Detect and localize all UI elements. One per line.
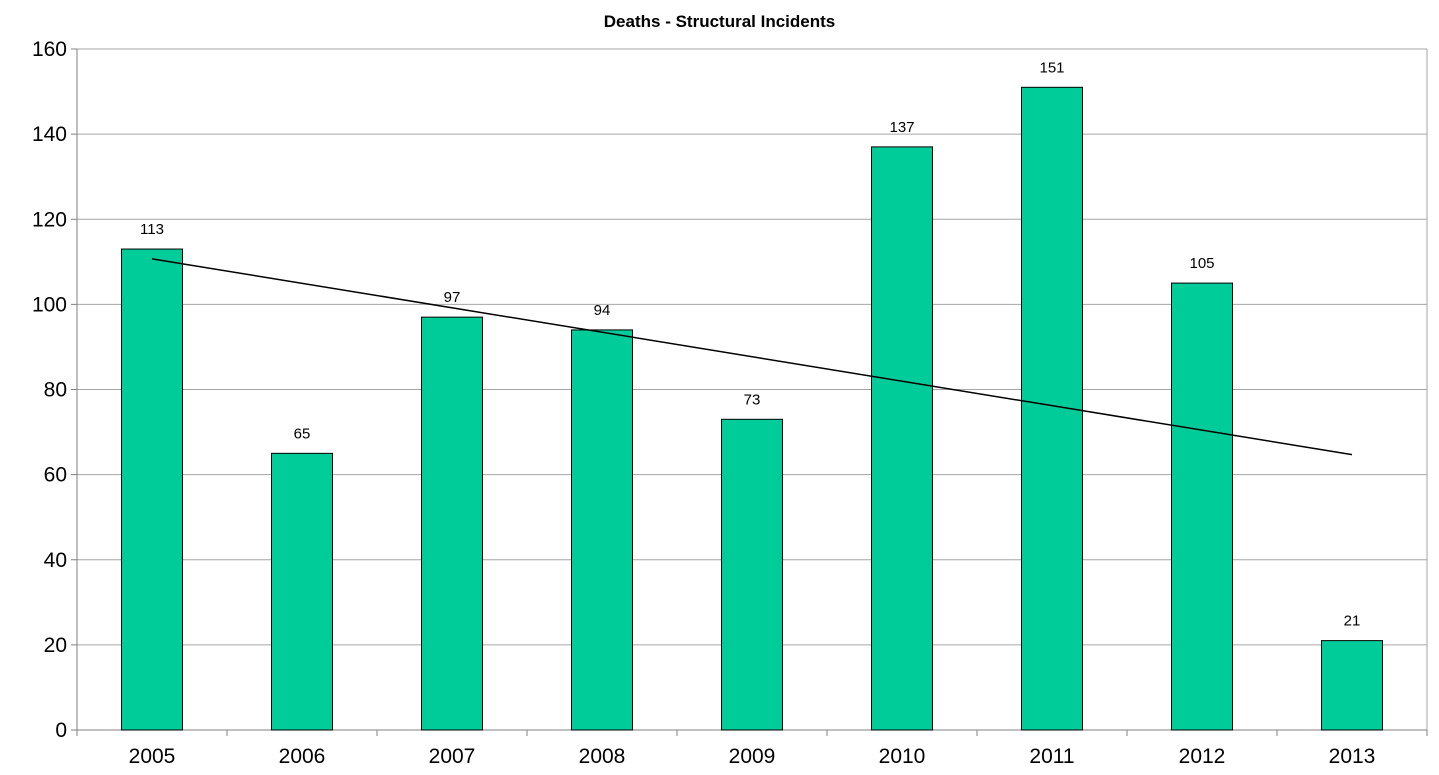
x-tick-label: 2008	[579, 745, 626, 768]
axes: 0 20 40 60 80 100 120 140 160 2005 2006 2007 2008 200…	[32, 38, 1428, 768]
y-tick-label: 80	[44, 379, 67, 402]
data-label: 21	[1344, 613, 1361, 630]
bar	[121, 248, 183, 731]
x-tick-label: 2010	[879, 745, 926, 768]
chart-title: Deaths - Structural Incidents	[603, 12, 836, 31]
y-tick-label: 120	[32, 208, 67, 231]
bars	[121, 86, 1383, 731]
bar	[421, 316, 483, 731]
data-label: 151	[1039, 59, 1064, 76]
y-tick-label: 140	[32, 123, 67, 146]
x-tick-label: 2013	[1329, 745, 1376, 768]
x-tick-label: 2012	[1179, 745, 1226, 768]
trendline	[151, 258, 1353, 456]
data-labels: 113 65 97 94 73 137 151 105 21	[140, 59, 1360, 629]
y-tick-label: 0	[55, 719, 67, 742]
data-label: 65	[294, 425, 311, 442]
trendline-group	[151, 258, 1353, 456]
data-label: 137	[889, 119, 914, 136]
bar	[271, 452, 333, 731]
bar	[571, 329, 633, 731]
data-label: 97	[444, 289, 461, 306]
data-label: 94	[594, 302, 611, 319]
x-tick-label: 2005	[129, 745, 176, 768]
x-tick-label: 2007	[429, 745, 476, 768]
data-label: 73	[744, 391, 761, 408]
y-tick-label: 40	[44, 549, 67, 572]
x-tick-label: 2006	[279, 745, 326, 768]
y-tick-label: 160	[32, 38, 67, 61]
y-tick-label: 100	[32, 293, 67, 316]
bar	[1171, 282, 1233, 731]
data-label: 113	[140, 221, 164, 238]
x-tick-label: 2011	[1029, 745, 1074, 768]
bar	[1321, 640, 1383, 731]
y-tick-label: 60	[44, 464, 67, 487]
y-tick-label: 20	[44, 634, 67, 657]
bar	[721, 418, 783, 731]
data-label: 105	[1189, 255, 1214, 272]
x-tick-label: 2009	[729, 745, 776, 768]
bar	[871, 146, 933, 731]
